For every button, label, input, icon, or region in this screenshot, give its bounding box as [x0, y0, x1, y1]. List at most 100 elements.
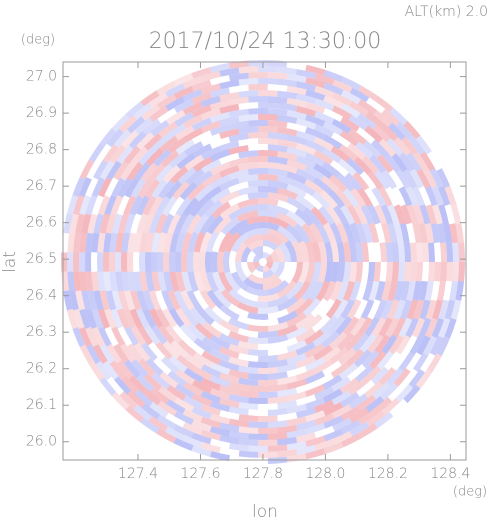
- echo-cell: [156, 428, 177, 444]
- echo-cell: [97, 195, 111, 216]
- echo-cell: [162, 164, 181, 184]
- echo-cell: [415, 369, 432, 389]
- echo-cell: [241, 262, 252, 278]
- echo-cell: [212, 271, 226, 293]
- echo-cell: [412, 280, 422, 302]
- echo-cell: [209, 87, 231, 98]
- echo-cell: [277, 280, 297, 299]
- echo-cell: [192, 352, 213, 368]
- echo-cell: [85, 326, 99, 347]
- echo-cell: [199, 251, 206, 273]
- echo-cell: [191, 104, 212, 118]
- echo-cell: [79, 308, 91, 330]
- echo-cell: [312, 177, 332, 194]
- echo-cell: [162, 340, 181, 360]
- x-unit: (deg): [453, 485, 487, 500]
- echo-cell: [123, 359, 141, 379]
- echo-cell: [310, 206, 328, 226]
- echo-cell: [331, 390, 352, 406]
- echo-cell: [277, 163, 298, 174]
- echo-cell: [228, 393, 249, 404]
- echo-cell: [443, 280, 452, 301]
- echo-cell: [156, 414, 177, 430]
- echo-cell: [248, 433, 268, 440]
- echo-cell: [398, 352, 415, 372]
- y-tick-label: 26.2: [26, 361, 57, 377]
- echo-cell: [180, 290, 195, 311]
- echo-cell: [111, 326, 126, 347]
- echo-cell: [277, 436, 298, 446]
- echo-cell: [387, 383, 406, 402]
- echo-cell: [270, 262, 279, 274]
- echo-cell: [438, 318, 451, 339]
- echo-cell: [229, 250, 237, 274]
- echo-cell: [177, 167, 197, 185]
- echo-cell: [397, 242, 405, 262]
- echo-cell: [400, 299, 412, 320]
- echo-cell: [270, 250, 279, 262]
- echo-cell: [367, 299, 381, 320]
- echo-cell: [302, 207, 321, 226]
- echo-cell: [151, 232, 161, 253]
- echo-cell: [228, 317, 249, 331]
- echo-cell: [212, 231, 226, 253]
- echo-cell: [182, 76, 203, 89]
- echo-cell: [267, 321, 289, 332]
- echo-cell: [85, 232, 94, 253]
- echo-cell: [365, 395, 385, 413]
- echo-cell: [411, 317, 425, 338]
- echo-cell: [277, 66, 298, 75]
- echo-cell: [322, 280, 337, 302]
- echo-cell: [109, 232, 118, 253]
- echo-cell: [304, 329, 324, 346]
- echo-cell: [354, 349, 372, 368]
- echo-cell: [193, 271, 206, 293]
- echo-cell: [286, 365, 307, 378]
- echo-cell: [155, 195, 171, 216]
- echo-cell: [338, 158, 357, 177]
- echo-cell: [362, 280, 374, 302]
- echo-cell: [286, 416, 307, 427]
- y-tick-label: 27.0: [26, 69, 57, 85]
- echo-cell: [295, 444, 317, 456]
- echo-cell: [294, 297, 314, 316]
- echo-cell: [263, 240, 279, 251]
- echo-cell: [139, 252, 146, 272]
- echo-cell: [128, 131, 147, 150]
- echo-cell: [293, 223, 311, 244]
- echo-cell: [191, 432, 212, 445]
- echo-cell: [406, 222, 416, 244]
- echo-cell: [135, 195, 150, 216]
- echo-cell: [333, 205, 349, 226]
- echo-cell: [403, 120, 421, 140]
- echo-cell: [177, 339, 197, 357]
- echo-cell: [174, 98, 194, 114]
- echo-cell: [111, 391, 130, 410]
- echo-cell: [182, 422, 203, 436]
- y-tick-label: 26.3: [26, 324, 57, 340]
- echo-cell: [149, 106, 169, 122]
- echo-cell: [331, 404, 352, 419]
- echo-cell: [332, 431, 353, 445]
- echo-cell: [248, 71, 268, 79]
- echo-cell: [303, 314, 323, 332]
- echo-cell: [340, 204, 355, 225]
- echo-cell: [342, 188, 360, 208]
- echo-cell: [193, 170, 213, 187]
- echo-cell: [220, 289, 240, 308]
- echo-cell: [305, 397, 326, 410]
- echo-cell: [381, 334, 398, 355]
- echo-cell: [304, 152, 325, 167]
- echo-cell: [166, 123, 186, 140]
- echo-cell: [109, 252, 116, 272]
- echo-cell: [73, 308, 85, 330]
- echo-cell: [236, 222, 259, 237]
- echo-cell: [418, 223, 428, 244]
- echo-cell: [78, 176, 92, 198]
- echo-cell: [158, 121, 178, 138]
- echo-cell: [295, 181, 316, 197]
- echo-cell: [161, 290, 175, 311]
- echo-cell: [258, 379, 278, 386]
- echo-cell: [97, 271, 106, 292]
- echo-cell: [412, 222, 422, 244]
